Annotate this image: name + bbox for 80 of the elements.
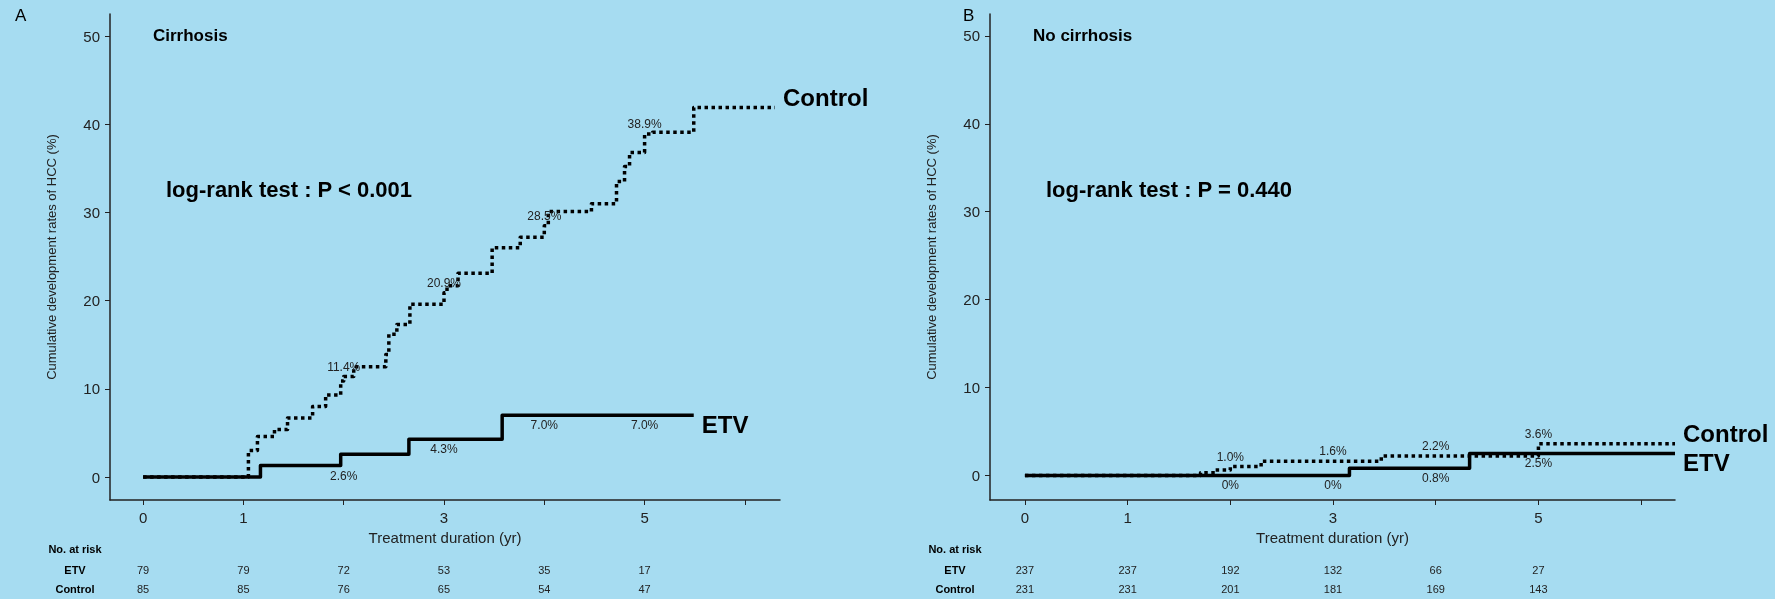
y-tick-label: 10 [963, 379, 980, 397]
x-tick-label: 0 [1020, 509, 1030, 526]
x-tick-label: 1 [239, 509, 248, 526]
data-label: 2.6% [330, 468, 358, 483]
text: 85 [136, 583, 150, 595]
data-label: 1.6% [1319, 444, 1348, 459]
text: No cirrhosis [1033, 26, 1133, 45]
text: Control [55, 583, 95, 595]
text: 53 [437, 564, 451, 576]
text: Cirrhosis [153, 26, 228, 45]
annotation: log-rank test : P = 0.440 [1046, 176, 1292, 202]
text: 192 [1221, 564, 1240, 576]
text: 231 [1015, 583, 1035, 595]
text: 132 [1323, 564, 1343, 576]
x-tick-label: 3 [439, 509, 449, 526]
data-label: 20.9% [426, 275, 462, 290]
text: 66 [1429, 564, 1442, 576]
x-tick-label: 1 [1123, 509, 1132, 526]
text: 76 [337, 583, 350, 595]
text: 169 [1426, 583, 1445, 595]
y-tick-label: 40 [963, 115, 980, 133]
y-axis-title: Cumulative development rates of HCC (%) [924, 134, 939, 380]
text: 237 [1118, 564, 1137, 576]
text: 47 [638, 583, 651, 595]
data-label: 2.2% [1422, 439, 1450, 454]
data-label: 28.5% [527, 208, 562, 223]
series-label: Control [1683, 420, 1769, 448]
data-label: 38.9% [627, 116, 662, 131]
text: 237 [1015, 564, 1035, 576]
text: 35 [538, 564, 551, 576]
text: No. at risk [48, 543, 103, 555]
text: No. at risk [928, 543, 983, 555]
data-label: 7.0% [530, 418, 559, 433]
series-label: ETV [701, 410, 749, 438]
data-label: 2.5% [1524, 456, 1553, 471]
y-tick-label: 20 [963, 291, 980, 309]
text: 79 [237, 564, 250, 576]
y-tick-label: 10 [83, 380, 100, 398]
text: 65 [437, 583, 451, 595]
x-tick-label: 3 [1328, 509, 1338, 526]
x-tick-label: 5 [1534, 509, 1543, 526]
text: 27 [1532, 564, 1545, 576]
text: 85 [237, 583, 250, 595]
text: ETV [64, 564, 87, 576]
data-label: 11.4% [327, 359, 361, 374]
text: 143 [1529, 583, 1548, 595]
y-tick-label: 40 [83, 115, 100, 133]
y-tick-label: 30 [963, 203, 980, 221]
data-label: 3.6% [1524, 426, 1553, 441]
text: 79 [136, 564, 150, 576]
text: 231 [1118, 583, 1137, 595]
chart-subtitle: B [963, 6, 975, 25]
x-axis-title: Treatment duration (yr) [368, 528, 522, 546]
text: 17 [638, 564, 651, 576]
annotation: log-rank test : P < 0.001 [166, 176, 412, 202]
text: ETV [944, 564, 967, 576]
y-tick-label: 50 [963, 27, 980, 45]
y-tick-label: 0 [971, 466, 980, 484]
data-label: 4.3% [430, 442, 458, 457]
text: 181 [1323, 583, 1343, 595]
series-label: ETV [1683, 448, 1730, 476]
y-tick-label: 0 [91, 468, 100, 486]
y-tick-label: 50 [83, 27, 100, 45]
data-label: 0% [1324, 478, 1343, 493]
data-label: 7.0% [630, 418, 659, 433]
series-label: Control [782, 84, 869, 111]
y-tick-label: 20 [83, 292, 100, 310]
text: Control [935, 583, 975, 595]
x-tick-label: 5 [640, 509, 649, 526]
chart-subtitle: A [15, 6, 27, 25]
text: 72 [337, 564, 350, 576]
data-label: 0.8% [1422, 471, 1450, 486]
y-tick-label: 30 [83, 203, 100, 221]
data-label: 0% [1221, 478, 1240, 493]
data-label: 1.0% [1216, 449, 1245, 464]
x-axis-title: Treatment duration (yr) [1256, 528, 1409, 546]
text: 201 [1221, 583, 1240, 595]
text: 54 [538, 583, 551, 595]
x-tick-label: 0 [138, 509, 148, 526]
y-axis-title: Cumulative development rates of HCC (%) [44, 134, 59, 380]
